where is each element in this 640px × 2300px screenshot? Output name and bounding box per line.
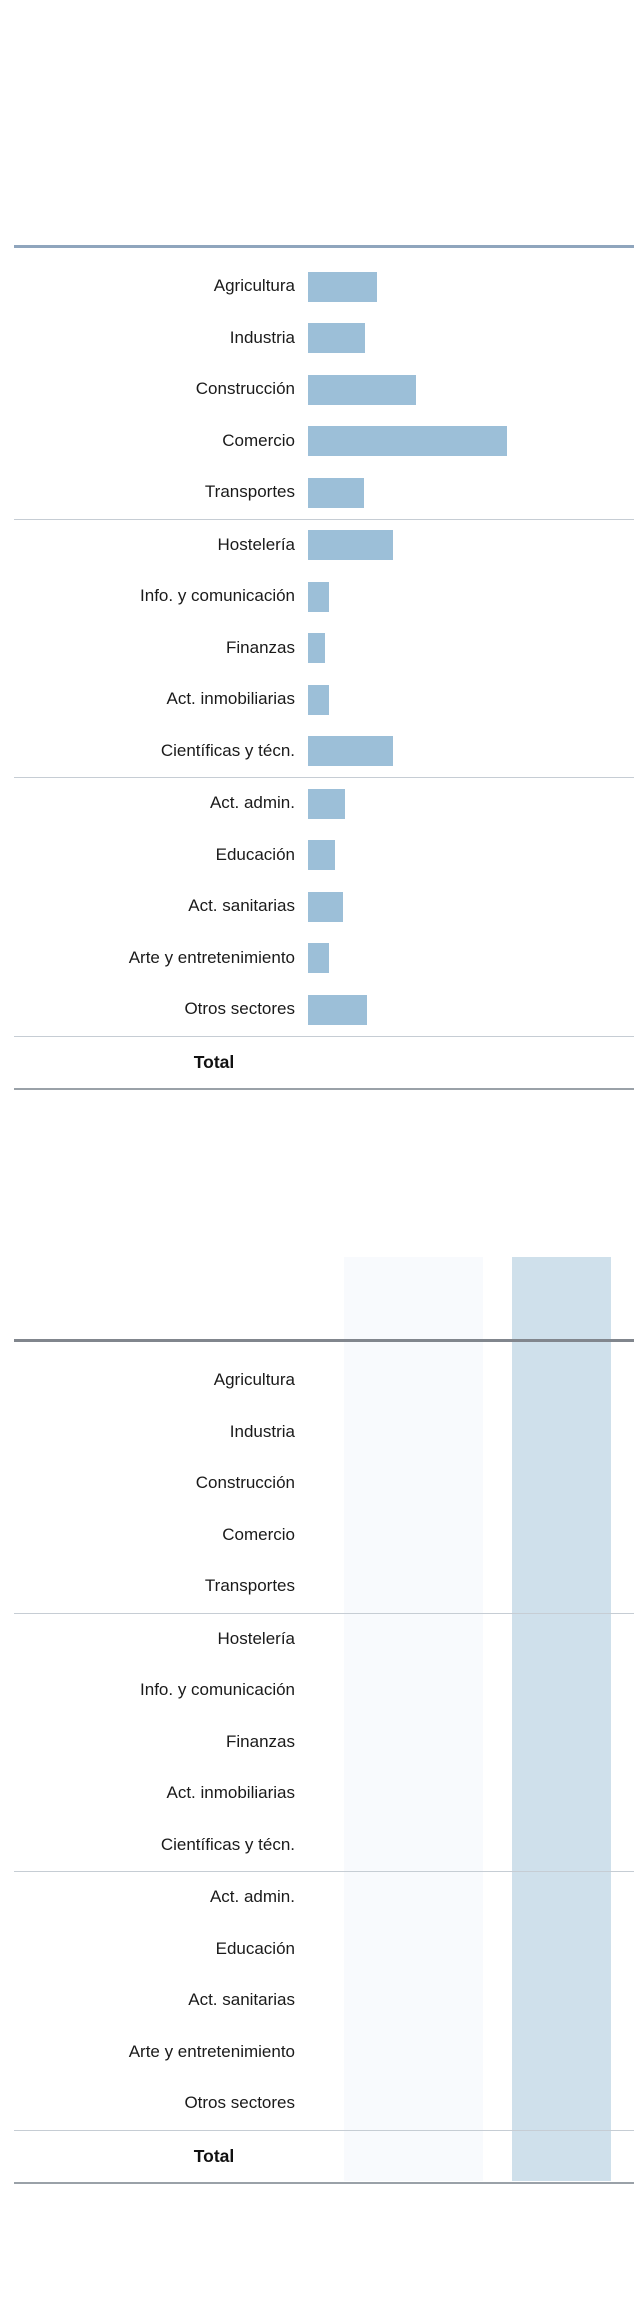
sector-label: Construcción bbox=[195, 1473, 295, 1493]
sector-bar bbox=[308, 426, 507, 457]
table-highlight-column-2 bbox=[512, 1257, 611, 2181]
total-label: Total bbox=[193, 2145, 235, 2166]
sector-group: Act. admin. Educación Act. sanitarias Arte … bbox=[14, 777, 634, 1036]
sector-label: Educación bbox=[215, 1938, 295, 1958]
sector-label: Info. y comunicación bbox=[140, 586, 295, 606]
sector-bar bbox=[308, 994, 367, 1025]
table-section: Agricultura Industria Construcción Comercio… bbox=[14, 1339, 634, 2184]
table-rows: Agricultura Industria Construcción Comercio… bbox=[14, 1355, 634, 2130]
sector-label: Act. inmobiliarias bbox=[166, 689, 296, 709]
bar-chart-section: Agricultura Industria Construcción Comercio… bbox=[14, 245, 634, 1090]
sector-group: Agricultura Industria Construcción Comercio… bbox=[14, 261, 634, 519]
sector-row: Finanzas bbox=[14, 623, 634, 675]
total-row: Total bbox=[14, 1037, 634, 1089]
sector-row: Industria bbox=[14, 1407, 634, 1459]
sector-group: Act. admin. Educación Act. sanitarias Arte … bbox=[14, 1871, 634, 2130]
sector-label: Act. sanitarias bbox=[188, 896, 295, 916]
sector-row: Construcción bbox=[14, 364, 634, 416]
sector-bar bbox=[308, 891, 343, 922]
sector-label: Act. admin. bbox=[209, 1887, 295, 1907]
sector-row: Info. y comunicación bbox=[14, 571, 634, 623]
sector-row: Educación bbox=[14, 830, 634, 882]
sector-label: Act. sanitarias bbox=[188, 1990, 295, 2010]
bar-chart-rows: Agricultura Industria Construcción Comercio… bbox=[14, 261, 634, 1036]
sector-bar bbox=[308, 374, 416, 405]
sector-label: Transportes bbox=[204, 482, 295, 502]
sector-row: Hostelería bbox=[14, 1614, 634, 1666]
sector-row: Agricultura bbox=[14, 1355, 634, 1407]
sector-label: Otros sectores bbox=[184, 2093, 295, 2113]
sector-row: Act. inmobiliarias bbox=[14, 674, 634, 726]
sector-group: Hostelería Info. y comunicación Finanzas Ac… bbox=[14, 518, 634, 778]
sector-label: Hostelería bbox=[217, 1628, 295, 1648]
sector-row: Comercio bbox=[14, 416, 634, 468]
sector-row: Hostelería bbox=[14, 520, 634, 572]
sector-label: Act. admin. bbox=[209, 793, 295, 813]
sector-row: Act. admin. bbox=[14, 778, 634, 830]
pre-total-separator bbox=[14, 1035, 634, 1037]
sector-row: Agricultura bbox=[14, 261, 634, 313]
sector-row: Científicas y técn. bbox=[14, 1820, 634, 1872]
sector-bar bbox=[308, 323, 365, 354]
sector-label: Educación bbox=[215, 844, 295, 864]
sector-label: Industria bbox=[229, 327, 295, 347]
sector-label: Científicas y técn. bbox=[160, 1834, 295, 1854]
sector-label: Comercio bbox=[222, 1524, 295, 1544]
sector-label: Hostelería bbox=[217, 534, 295, 554]
sector-bar bbox=[308, 736, 393, 767]
sector-row: Otros sectores bbox=[14, 2078, 634, 2130]
sector-label: Act. inmobiliarias bbox=[166, 1783, 296, 1803]
sector-row: Científicas y técn. bbox=[14, 726, 634, 778]
sector-label: Arte y entretenimiento bbox=[128, 2041, 295, 2061]
section-bottom-line bbox=[14, 2182, 634, 2184]
sector-label: Agricultura bbox=[213, 276, 295, 296]
table-highlight-column-1 bbox=[344, 1257, 483, 2181]
sector-label: Info. y comunicación bbox=[140, 1680, 295, 1700]
sector-label: Construcción bbox=[195, 379, 295, 399]
sector-row: Arte y entretenimiento bbox=[14, 2027, 634, 2079]
sector-bar bbox=[308, 840, 335, 871]
sector-label: Finanzas bbox=[226, 1731, 295, 1751]
sector-bar bbox=[308, 684, 329, 715]
sector-row: Transportes bbox=[14, 467, 634, 519]
sector-row: Arte y entretenimiento bbox=[14, 933, 634, 985]
sector-bar bbox=[308, 271, 377, 302]
sector-bar bbox=[308, 530, 393, 561]
sector-row: Act. sanitarias bbox=[14, 1975, 634, 2027]
sector-group: Hostelería Info. y comunicación Finanzas Ac… bbox=[14, 1612, 634, 1872]
total-label: Total bbox=[193, 1051, 235, 1072]
sector-label: Industria bbox=[229, 1421, 295, 1441]
sector-bar bbox=[308, 477, 364, 508]
section-bottom-line bbox=[14, 1088, 634, 1090]
sector-label: Científicas y técn. bbox=[160, 740, 295, 760]
sector-label: Arte y entretenimiento bbox=[128, 947, 295, 967]
sector-bar bbox=[308, 581, 329, 612]
sector-row: Act. inmobiliarias bbox=[14, 1768, 634, 1820]
sector-row: Comercio bbox=[14, 1510, 634, 1562]
sector-row: Construcción bbox=[14, 1458, 634, 1510]
sector-label: Agricultura bbox=[213, 1370, 295, 1390]
sector-row: Educación bbox=[14, 1924, 634, 1976]
sector-group: Agricultura Industria Construcción Comercio… bbox=[14, 1355, 634, 1613]
sector-label: Finanzas bbox=[226, 637, 295, 657]
sector-row: Info. y comunicación bbox=[14, 1665, 634, 1717]
sector-label: Otros sectores bbox=[184, 999, 295, 1019]
total-row: Total bbox=[14, 2131, 634, 2183]
pre-total-separator bbox=[14, 2129, 634, 2131]
sector-row: Act. admin. bbox=[14, 1872, 634, 1924]
sector-row: Industria bbox=[14, 313, 634, 365]
sector-label: Transportes bbox=[204, 1576, 295, 1596]
sector-row: Finanzas bbox=[14, 1717, 634, 1769]
sector-row: Act. sanitarias bbox=[14, 881, 634, 933]
sector-bar bbox=[308, 943, 329, 974]
sector-label: Comercio bbox=[222, 430, 295, 450]
sector-bar bbox=[308, 633, 325, 664]
sector-row: Transportes bbox=[14, 1561, 634, 1613]
sector-bar bbox=[308, 788, 345, 819]
sector-row: Otros sectores bbox=[14, 984, 634, 1036]
